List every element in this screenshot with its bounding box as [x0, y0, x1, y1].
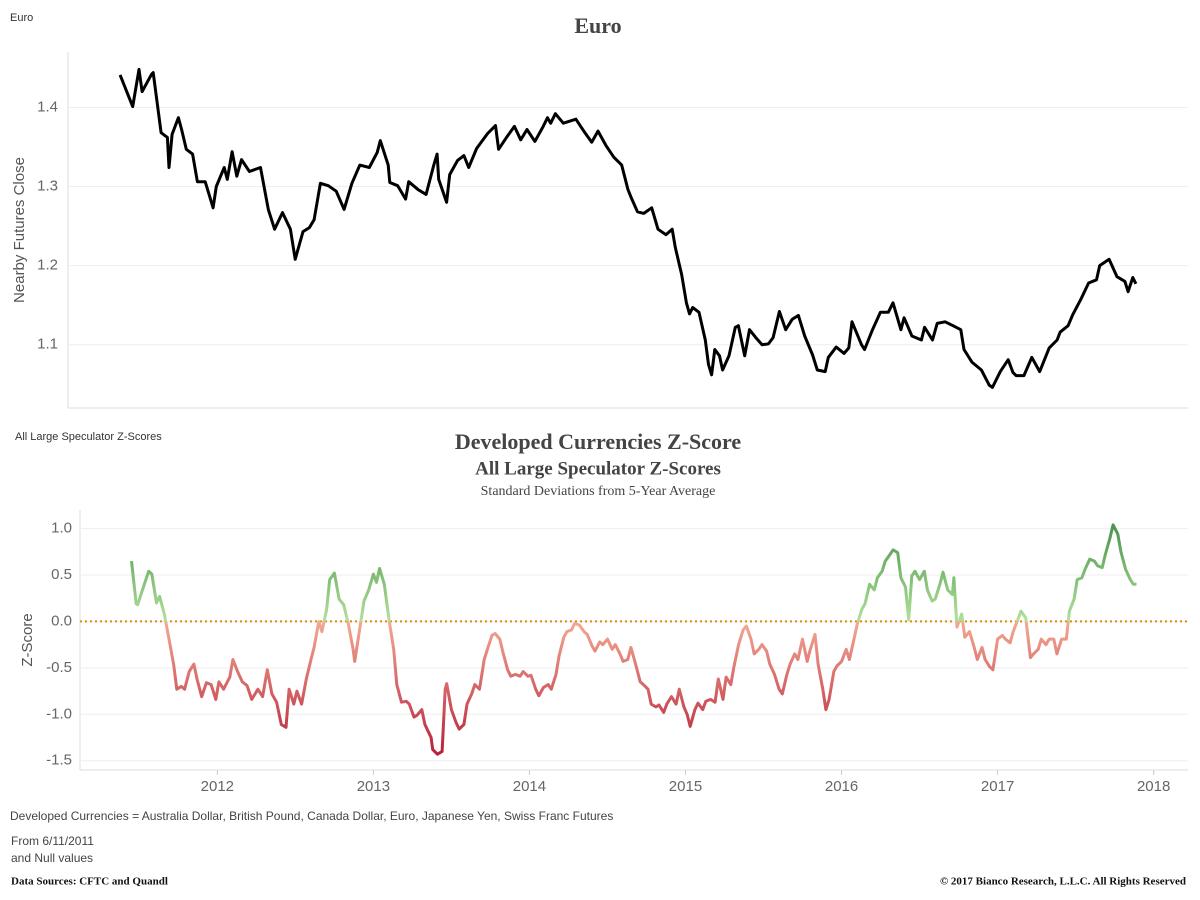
y-tick-label: 1.3 [37, 177, 58, 194]
chart-subtitle: Standard Deviations from 5-Year Average [481, 484, 716, 499]
y-axis-label: Z-Score [19, 613, 36, 666]
sheet-label: All Large Speculator Z-Scores [15, 431, 162, 443]
y-tick-label: -0.5 [46, 659, 72, 676]
y-tick-label: 0.5 [51, 566, 72, 583]
y-tick-label: 1.0 [51, 520, 72, 537]
filter-note: From 6/11/2011 [11, 834, 94, 848]
x-tick-label: 2016 [825, 778, 858, 795]
y-tick-label: 1.2 [37, 257, 58, 274]
y-tick-label: 1.4 [37, 98, 58, 115]
copyright: © 2017 Bianco Research, L.L.C. All Right… [940, 876, 1186, 888]
chart-title: Euro [574, 13, 621, 38]
y-tick-label: -1.0 [46, 705, 72, 722]
x-tick-label: 2014 [513, 778, 546, 795]
y-tick-label: 0.0 [51, 612, 72, 629]
y-tick-label: -1.5 [46, 752, 72, 769]
x-tick-label: 2015 [669, 778, 702, 795]
y-tick-label: 1.1 [37, 336, 58, 353]
footnote: Developed Currencies = Australia Dollar,… [10, 809, 613, 823]
x-tick-label: 2013 [357, 778, 390, 795]
filter-note: and Null values [11, 851, 93, 865]
chart-title: Developed Currencies Z-Score [455, 429, 742, 454]
data-sources: Data Sources: CFTC and Quandl [11, 876, 168, 888]
x-tick-label: 2017 [981, 778, 1014, 795]
x-tick-label: 2018 [1137, 778, 1170, 795]
sheet-label: Euro [10, 12, 33, 24]
data-line [130, 523, 1137, 756]
data-line [118, 67, 1138, 389]
y-axis-label: Nearby Futures Close [11, 157, 28, 303]
chart-subtitle: All Large Speculator Z-Scores [475, 458, 721, 479]
x-tick-label: 2012 [201, 778, 234, 795]
